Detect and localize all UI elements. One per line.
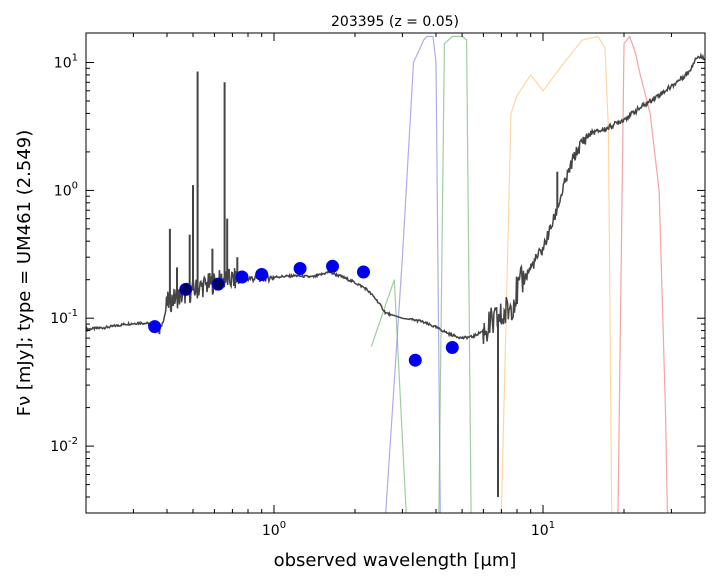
data-point-2 [211, 277, 225, 291]
y-tick-label: 101 [54, 53, 78, 72]
y-tick-label: 100 [54, 180, 78, 199]
data-point-8 [408, 353, 422, 367]
data-point-0 [148, 320, 162, 334]
data-point-6 [326, 259, 339, 273]
filter-curves [370, 35, 668, 513]
y-axis-label: Fν [mJy]; type = UM461 (2.549) [14, 130, 35, 417]
photometry-points [148, 259, 459, 367]
axis-ticks [85, 33, 706, 514]
data-point-5 [293, 262, 307, 275]
x-axis-label: observed wavelength [μm] [274, 550, 517, 571]
data-point-7 [357, 265, 370, 279]
x-tick-label: 101 [531, 520, 555, 539]
filter-curve-2 [500, 35, 613, 513]
x-tick-label: 100 [262, 520, 286, 539]
y-tick-label: 10-2 [50, 436, 78, 455]
filter-curve-3 [617, 35, 668, 513]
plot-frame [85, 32, 706, 514]
filter-curve-0 [385, 35, 441, 513]
data-point-4 [255, 268, 269, 281]
tick-labels: 100 101 10-2 10-1 100 101 [50, 53, 555, 540]
data-point-1 [179, 282, 193, 296]
chart-title: 203395 (z = 0.05) [331, 14, 459, 30]
sed-template-line [86, 52, 705, 497]
data-point-3 [235, 270, 249, 284]
y-tick-label: 10-1 [50, 308, 78, 327]
data-point-9 [445, 341, 459, 354]
filter-curve-1 [370, 35, 472, 513]
